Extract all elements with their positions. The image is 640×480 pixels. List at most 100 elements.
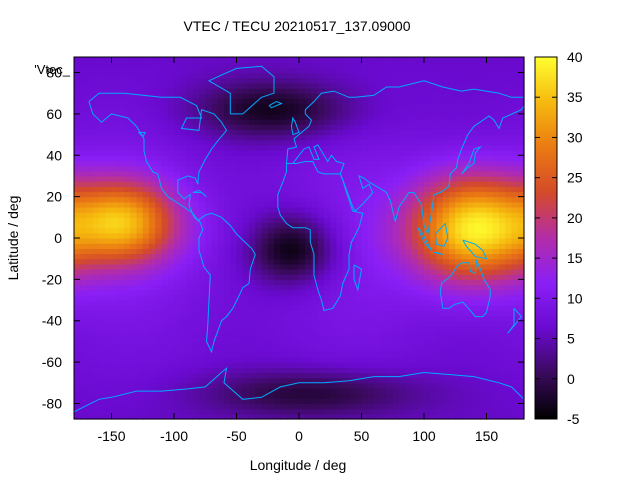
- heatmap-cell: [411, 408, 419, 415]
- heatmap-cell: [417, 408, 425, 415]
- heatmap-cell: [499, 362, 506, 368]
- heatmap-cell: [424, 103, 431, 110]
- heatmap-cell: [467, 238, 475, 244]
- heatmap-cell: [274, 227, 281, 234]
- heatmap-cell: [505, 88, 513, 94]
- heatmap-cell: [236, 310, 244, 317]
- heatmap-cell: [105, 82, 113, 89]
- heatmap-cell: [480, 108, 488, 115]
- heatmap-cell: [449, 300, 456, 306]
- heatmap-cell: [367, 263, 375, 270]
- heatmap-cell: [80, 351, 88, 358]
- heatmap-cell: [167, 175, 175, 182]
- heatmap-cell: [174, 315, 181, 322]
- heatmap-cell: [455, 269, 463, 275]
- heatmap-cell: [330, 134, 338, 141]
- heatmap-cell: [161, 222, 169, 229]
- heatmap-cell: [292, 150, 300, 156]
- heatmap-cell: [167, 134, 175, 141]
- heatmap-cell: [211, 134, 219, 141]
- heatmap-cell: [249, 408, 256, 415]
- heatmap-cell: [249, 103, 256, 110]
- heatmap-cell: [205, 88, 213, 94]
- heatmap-cell: [517, 346, 525, 353]
- heatmap-cell: [424, 377, 431, 384]
- heatmap-cell: [142, 232, 150, 239]
- heatmap-cell: [161, 217, 169, 224]
- heatmap-cell: [342, 279, 350, 286]
- heatmap-cell: [424, 72, 431, 79]
- heatmap-cell: [342, 155, 350, 162]
- heatmap-cell: [467, 129, 475, 136]
- heatmap-cell: [286, 289, 294, 296]
- heatmap-cell: [486, 67, 494, 74]
- heatmap-cell: [342, 62, 350, 68]
- heatmap-cell: [449, 160, 456, 167]
- heatmap-cell: [342, 331, 350, 337]
- heatmap-cell: [105, 351, 113, 358]
- heatmap-cell: [274, 175, 281, 182]
- heatmap-cell: [317, 325, 325, 332]
- heatmap-cell: [230, 170, 238, 177]
- heatmap-cell: [286, 206, 294, 213]
- heatmap-cell: [99, 248, 106, 255]
- heatmap-cell: [342, 82, 350, 89]
- heatmap-cell: [436, 77, 444, 84]
- heatmap-cell: [442, 279, 450, 286]
- heatmap-cell: [442, 103, 450, 110]
- heatmap-cell: [417, 351, 425, 358]
- heatmap-cell: [405, 144, 413, 151]
- heatmap-cell: [174, 93, 181, 99]
- heatmap-cell: [511, 77, 519, 84]
- heatmap-cell: [417, 238, 425, 244]
- heatmap-cell: [155, 170, 163, 177]
- heatmap-cell: [111, 72, 119, 79]
- heatmap-cell: [267, 170, 275, 177]
- heatmap-cell: [399, 382, 406, 389]
- heatmap-cell: [142, 248, 150, 255]
- heatmap-cell: [361, 170, 369, 177]
- heatmap-cell: [361, 119, 369, 125]
- heatmap-cell: [99, 320, 106, 327]
- heatmap-cell: [74, 212, 81, 218]
- heatmap-cell: [499, 413, 506, 420]
- heatmap-cell: [430, 206, 438, 213]
- heatmap-cell: [336, 72, 344, 79]
- heatmap-cell: [274, 222, 281, 229]
- heatmap-cell: [205, 160, 213, 167]
- heatmap-cell: [86, 325, 94, 332]
- heatmap-cell: [161, 258, 169, 265]
- heatmap-cell: [199, 82, 206, 89]
- heatmap-cell: [142, 336, 150, 343]
- heatmap-cell: [111, 310, 119, 317]
- heatmap-cell: [130, 258, 138, 265]
- heatmap-cell: [92, 82, 100, 89]
- heatmap-cell: [117, 201, 125, 208]
- heatmap-cell: [499, 258, 506, 265]
- heatmap-cell: [374, 243, 381, 249]
- heatmap-cell: [317, 191, 325, 198]
- heatmap-cell: [292, 377, 300, 384]
- heatmap-cell: [474, 362, 481, 368]
- heatmap-cell: [430, 186, 438, 193]
- heatmap-cell: [267, 82, 275, 89]
- heatmap-cell: [461, 243, 469, 249]
- heatmap-cell: [480, 413, 488, 420]
- heatmap-cell: [467, 336, 475, 343]
- heatmap-cell: [349, 289, 356, 296]
- heatmap-cell: [267, 300, 275, 306]
- heatmap-cell: [180, 113, 188, 120]
- heatmap-cell: [424, 403, 431, 410]
- heatmap-cell: [124, 57, 131, 63]
- heatmap-cell: [255, 129, 263, 136]
- heatmap-cell: [330, 362, 338, 368]
- heatmap-cell: [480, 222, 488, 229]
- heatmap-cell: [249, 119, 256, 125]
- heatmap-cell: [467, 305, 475, 311]
- heatmap-cell: [355, 108, 363, 115]
- heatmap-cell: [367, 144, 375, 151]
- heatmap-cell: [330, 129, 338, 136]
- heatmap-cell: [167, 57, 175, 63]
- heatmap-cell: [361, 124, 369, 130]
- heatmap-cell: [130, 341, 138, 348]
